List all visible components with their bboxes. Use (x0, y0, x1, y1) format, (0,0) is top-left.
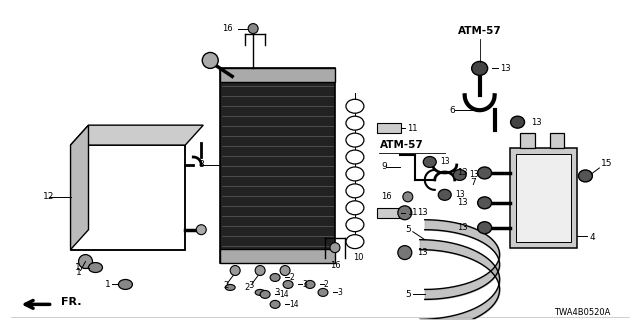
Text: 2: 2 (244, 283, 250, 292)
Ellipse shape (283, 280, 293, 288)
Text: 13: 13 (457, 198, 468, 207)
Text: 2: 2 (289, 273, 294, 282)
Circle shape (280, 266, 290, 276)
Ellipse shape (346, 184, 364, 198)
Text: 11: 11 (407, 124, 417, 132)
Circle shape (330, 243, 340, 252)
Circle shape (230, 266, 240, 276)
Text: ATM-57: ATM-57 (458, 26, 502, 36)
Text: 5: 5 (405, 290, 411, 299)
Text: 3: 3 (337, 288, 342, 297)
Text: ATM-57: ATM-57 (380, 140, 424, 150)
Text: 13: 13 (417, 248, 428, 257)
Ellipse shape (270, 274, 280, 282)
Ellipse shape (579, 170, 593, 182)
Text: 15: 15 (602, 159, 613, 169)
Bar (220, 249, 335, 262)
Text: 13: 13 (500, 64, 510, 73)
Ellipse shape (118, 279, 132, 289)
Text: 11: 11 (407, 208, 417, 217)
Bar (516, 154, 572, 242)
Text: 13: 13 (454, 190, 465, 199)
Polygon shape (70, 125, 204, 145)
Circle shape (398, 206, 412, 220)
Circle shape (79, 255, 93, 268)
Ellipse shape (423, 156, 436, 167)
Text: 3: 3 (248, 281, 253, 290)
Ellipse shape (511, 116, 525, 128)
Text: 7: 7 (470, 179, 476, 188)
Polygon shape (70, 125, 88, 250)
Text: 14: 14 (279, 290, 289, 299)
Bar (70, 145, 186, 250)
Text: 1: 1 (75, 263, 81, 272)
Bar (520, 133, 534, 148)
Text: 10: 10 (353, 253, 364, 262)
Text: 13: 13 (417, 208, 428, 217)
Ellipse shape (305, 280, 315, 288)
Text: 1: 1 (76, 268, 81, 277)
Text: 14: 14 (289, 300, 299, 309)
Text: 13: 13 (457, 168, 468, 178)
Text: 13: 13 (440, 157, 449, 166)
Ellipse shape (453, 170, 466, 180)
Bar (220, 68, 335, 262)
Text: 6: 6 (450, 106, 456, 115)
Bar (377, 208, 401, 218)
Text: 5: 5 (405, 225, 411, 234)
Circle shape (255, 266, 265, 276)
Text: 1: 1 (105, 280, 111, 289)
Ellipse shape (346, 235, 364, 249)
Ellipse shape (346, 116, 364, 130)
Ellipse shape (225, 284, 235, 291)
Ellipse shape (318, 288, 328, 296)
Ellipse shape (346, 201, 364, 215)
Text: 13: 13 (457, 223, 468, 232)
Circle shape (248, 24, 258, 34)
Ellipse shape (438, 189, 451, 200)
Circle shape (398, 246, 412, 260)
Text: 16: 16 (330, 261, 340, 270)
Text: 2: 2 (223, 281, 228, 290)
Text: 2: 2 (324, 280, 329, 289)
Text: 12: 12 (43, 192, 54, 201)
Text: 4: 4 (589, 233, 595, 242)
Bar (72, 147, 183, 248)
Ellipse shape (260, 291, 270, 298)
Ellipse shape (346, 133, 364, 147)
Text: 16: 16 (223, 24, 233, 33)
Ellipse shape (346, 99, 364, 113)
Bar (70, 145, 186, 250)
Text: 16: 16 (381, 192, 392, 201)
Text: 9: 9 (382, 163, 388, 172)
Ellipse shape (255, 289, 265, 295)
Ellipse shape (477, 197, 492, 209)
Bar (377, 123, 401, 133)
Circle shape (196, 225, 206, 235)
Text: 13: 13 (470, 171, 479, 180)
Ellipse shape (346, 218, 364, 232)
Ellipse shape (270, 300, 280, 308)
Ellipse shape (477, 222, 492, 234)
Ellipse shape (346, 150, 364, 164)
Text: 3: 3 (274, 288, 280, 297)
Bar (220, 68, 335, 82)
Ellipse shape (472, 61, 488, 76)
Text: TWA4B0520A: TWA4B0520A (554, 308, 611, 317)
Bar (550, 133, 564, 148)
Ellipse shape (477, 167, 492, 179)
Text: 8: 8 (198, 160, 204, 170)
Ellipse shape (88, 262, 102, 273)
Circle shape (403, 192, 413, 202)
Text: 3: 3 (302, 280, 307, 289)
Ellipse shape (346, 167, 364, 181)
Bar (509, 148, 577, 248)
Circle shape (202, 52, 218, 68)
Text: 13: 13 (532, 118, 542, 127)
Text: FR.: FR. (61, 297, 81, 308)
